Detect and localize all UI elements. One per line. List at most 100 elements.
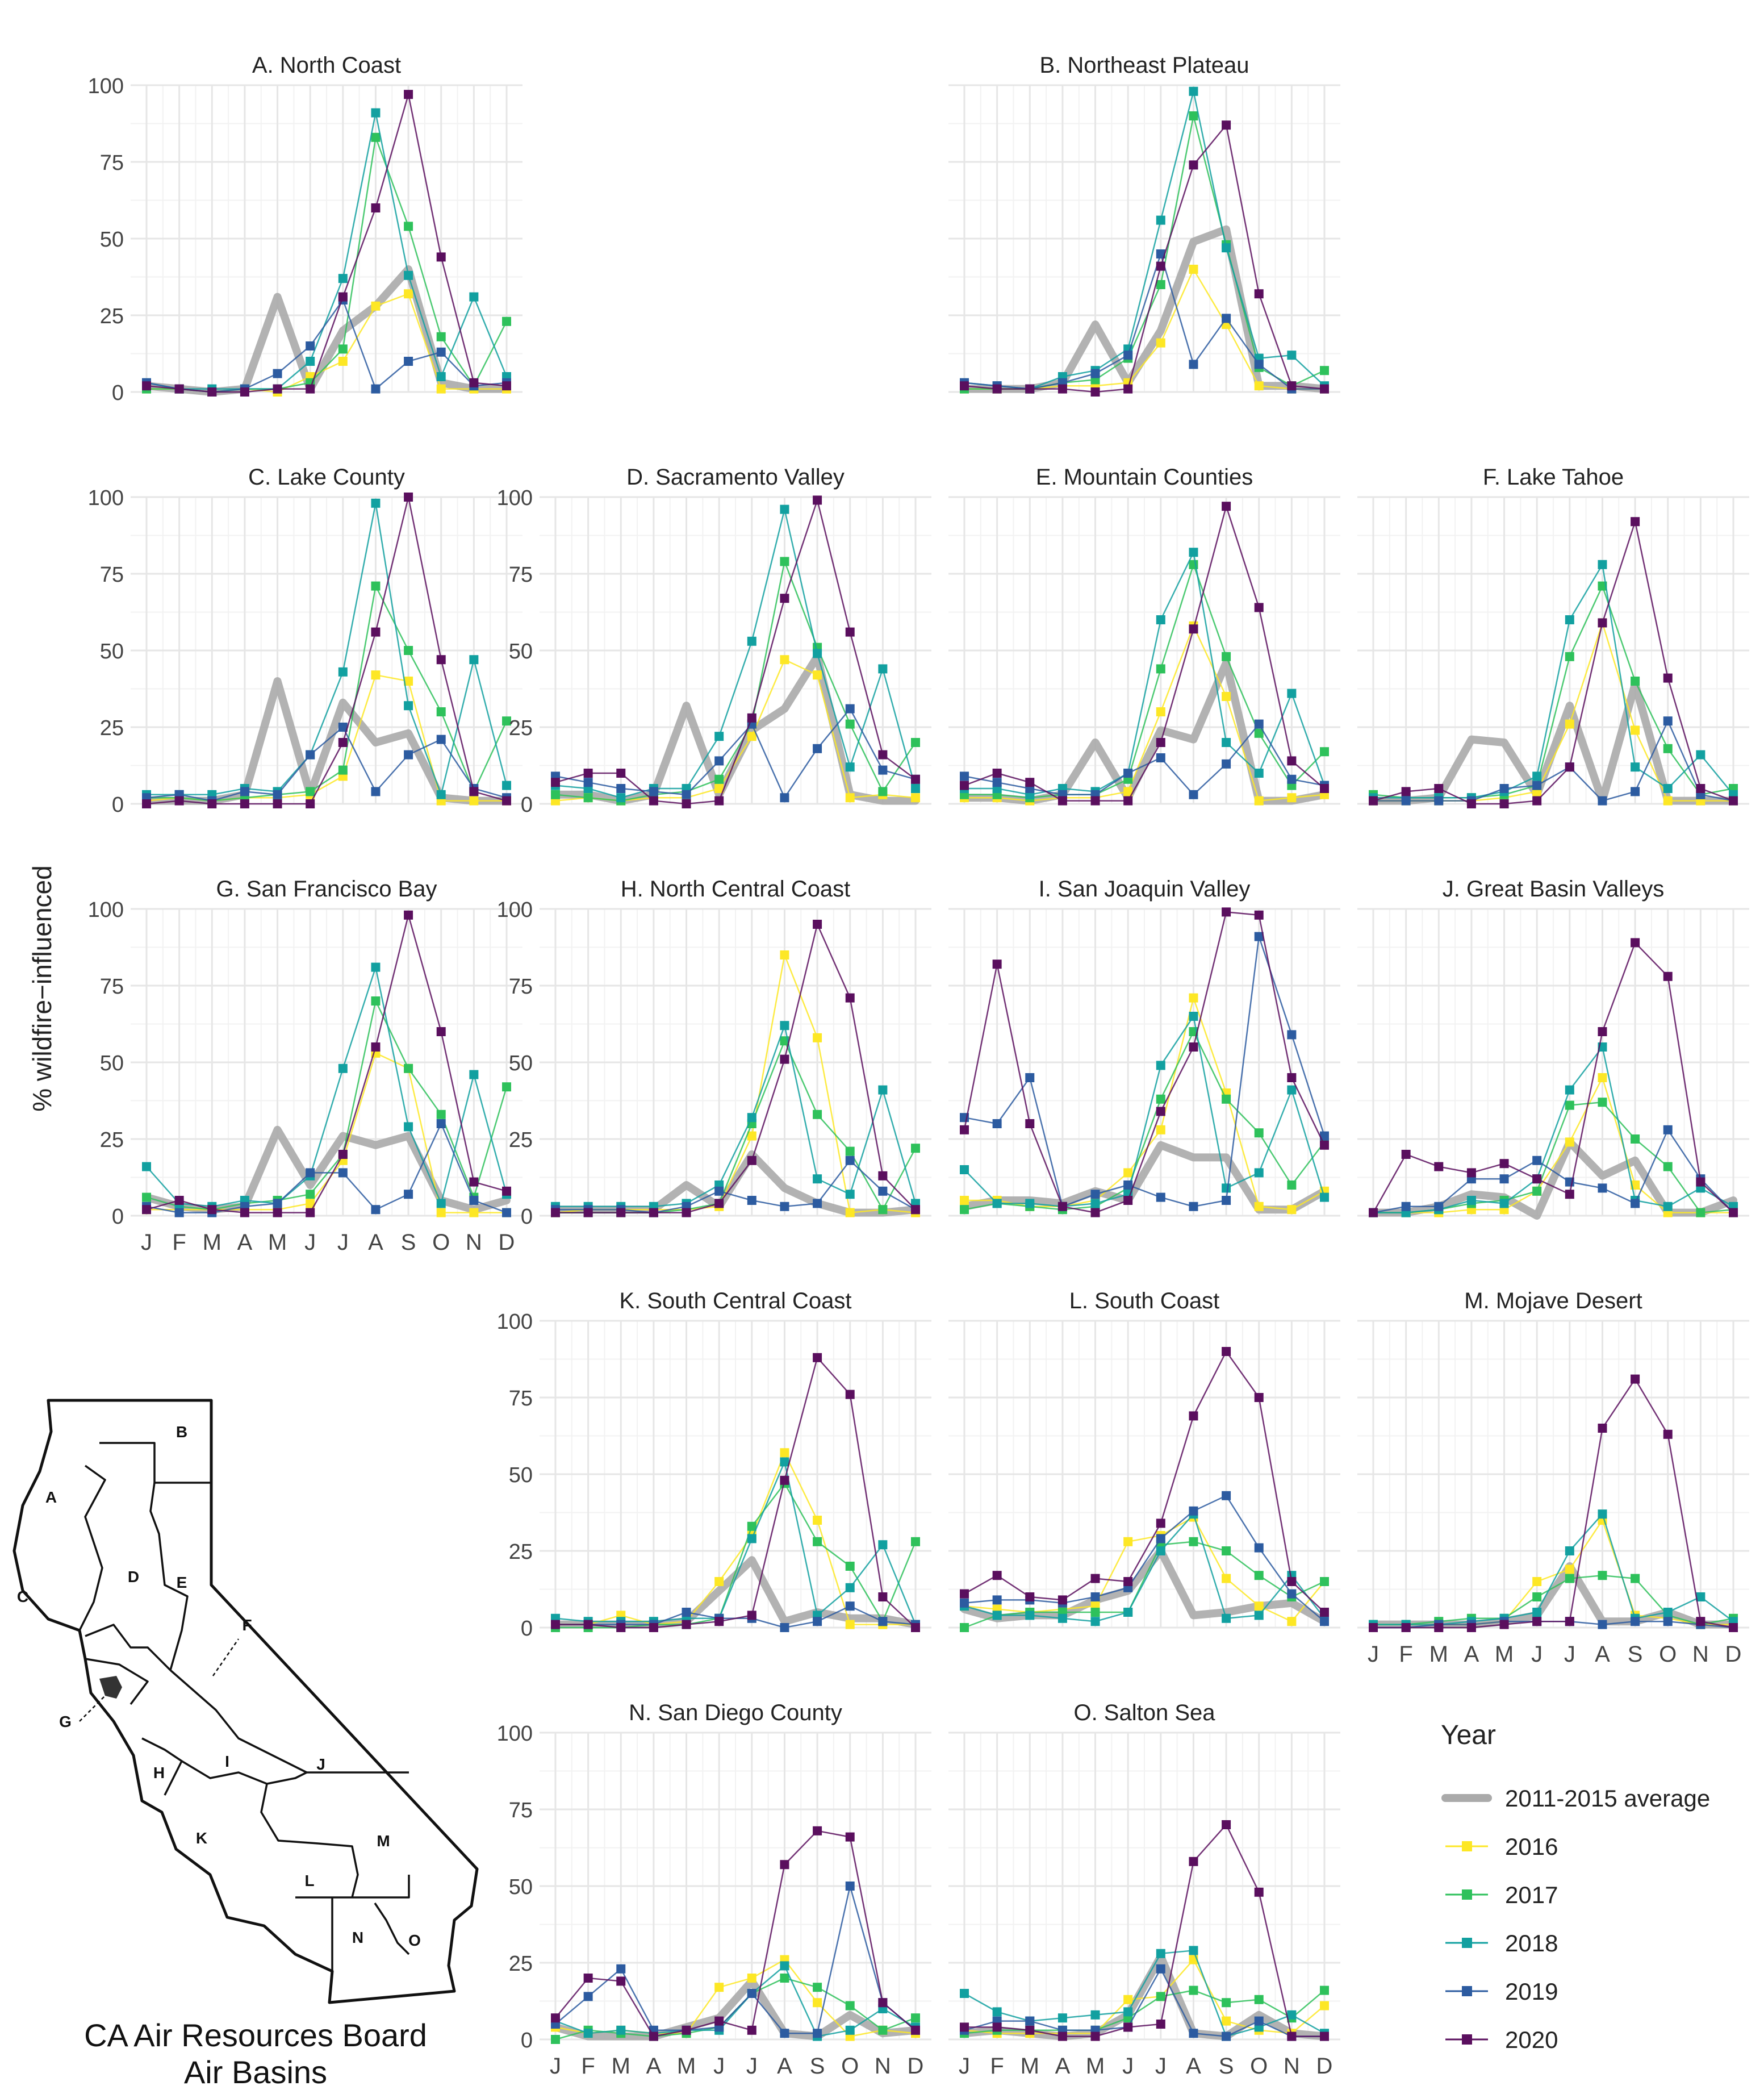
data-point-2016: [1663, 796, 1673, 806]
data-point-2017: [878, 787, 888, 796]
data-point-2018: [371, 498, 381, 508]
data-point-2020: [338, 292, 348, 302]
y-tick-label: 100: [497, 1722, 533, 1746]
data-point-2020: [878, 1592, 888, 1601]
data-point-2020: [911, 2025, 920, 2035]
data-point-2017: [878, 1205, 888, 1215]
data-point-2020: [1729, 1623, 1738, 1632]
basin-boundaries: [78, 1442, 410, 1971]
data-point-2020: [992, 960, 1002, 969]
data-point-2019: [583, 778, 593, 787]
data-point-2017: [845, 1146, 855, 1156]
data-point-2019: [1123, 351, 1133, 360]
data-point-2020: [1532, 1617, 1542, 1626]
data-point-2018: [845, 762, 855, 772]
map-label-a: A: [45, 1488, 57, 1506]
data-point-2018: [1222, 738, 1231, 747]
y-tick-label: 100: [497, 1310, 533, 1334]
y-tick-label: 0: [112, 793, 124, 817]
data-point-2018: [1123, 1608, 1133, 1617]
data-point-2019: [306, 1168, 315, 1178]
data-point-2019: [813, 2029, 822, 2038]
data-point-2018: [1254, 1611, 1264, 1620]
data-point-2018: [714, 732, 724, 741]
data-point-2019: [1222, 314, 1231, 323]
legend-key-point: [1462, 1889, 1472, 1900]
sf-bay-shape: [99, 1676, 122, 1699]
data-point-2020: [1222, 907, 1231, 917]
data-point-2020: [1254, 603, 1264, 612]
data-point-2018: [1156, 215, 1165, 225]
data-point-2016: [714, 784, 724, 793]
data-point-2018: [960, 1989, 969, 1998]
legend-key-point: [1462, 1986, 1472, 1996]
data-point-2016: [1156, 707, 1165, 716]
data-point-2017: [1222, 1546, 1231, 1555]
data-point-2019: [306, 341, 315, 351]
data-point-2020: [207, 1205, 217, 1215]
data-point-2016: [1156, 338, 1165, 348]
x-tick-label: J: [141, 1230, 152, 1255]
y-tick-label: 100: [497, 486, 533, 510]
data-point-2020: [1401, 1150, 1411, 1159]
data-point-2020: [469, 378, 479, 387]
data-point-2019: [878, 765, 888, 775]
data-point-2017: [1156, 280, 1165, 289]
data-point-2020: [306, 384, 315, 394]
data-point-2020: [1466, 1168, 1476, 1178]
y-tick-label: 50: [100, 228, 124, 252]
legend-label: 2016: [1505, 1833, 1558, 1860]
data-point-2020: [1156, 1107, 1165, 1116]
series-line-2020: [555, 497, 916, 805]
data-point-2017: [911, 1537, 920, 1546]
panel-c-lake-county: C. Lake County 0 25 50 75 100: [88, 465, 522, 817]
data-point-2017: [502, 316, 511, 326]
map-label-o: O: [408, 1932, 421, 1949]
data-point-2019: [1189, 1202, 1198, 1211]
data-point-2018: [1565, 615, 1574, 624]
x-tick-label: M: [1086, 2054, 1105, 2079]
data-point-2020: [371, 1042, 381, 1052]
data-point-2020: [273, 799, 282, 808]
data-point-2020: [960, 381, 969, 391]
data-point-2020: [960, 781, 969, 790]
series-line-2019: [964, 936, 1326, 1208]
y-tick-label: 75: [509, 1387, 533, 1411]
data-point-2020: [1320, 384, 1329, 394]
data-point-2017: [1090, 1608, 1100, 1617]
data-point-2020: [1189, 624, 1198, 634]
panel-title: C. Lake County: [248, 465, 405, 490]
y-tick-label: 0: [521, 1205, 533, 1229]
data-point-2020: [1025, 1592, 1035, 1601]
data-point-2017: [583, 793, 593, 803]
data-point-2020: [1369, 1208, 1378, 1217]
data-point-2019: [1631, 787, 1640, 796]
data-point-2020: [649, 1623, 658, 1632]
x-tick-label: N: [466, 1230, 482, 1255]
map-label-b: B: [176, 1423, 187, 1441]
data-point-2017: [845, 1562, 855, 1571]
y-tick-label: 50: [100, 640, 124, 664]
data-point-2020: [1631, 938, 1640, 948]
data-point-2020: [1320, 2031, 1329, 2041]
data-point-2020: [1057, 1595, 1067, 1605]
data-point-2020: [1222, 1820, 1231, 1829]
data-point-2016: [780, 1448, 789, 1458]
data-point-2016: [813, 1998, 822, 2008]
x-tick-label: M: [203, 1230, 221, 1255]
data-point-2020: [813, 495, 822, 505]
data-point-2019: [404, 1190, 413, 1199]
data-point-2020: [583, 1974, 593, 1983]
x-tick-label: N: [1284, 2054, 1300, 2079]
data-point-2020: [273, 1208, 282, 1217]
data-point-2016: [960, 1196, 969, 1205]
y-tick-label: 25: [100, 1128, 124, 1152]
data-point-2019: [1287, 1030, 1297, 1040]
data-point-2020: [1156, 261, 1165, 271]
data-point-2020: [992, 2022, 1002, 2032]
data-point-2019: [649, 787, 658, 796]
data-point-2016: [1254, 796, 1264, 806]
x-tick-label: J: [1368, 1642, 1379, 1667]
data-point-2019: [1434, 796, 1444, 806]
y-tick-label: 25: [509, 716, 533, 740]
